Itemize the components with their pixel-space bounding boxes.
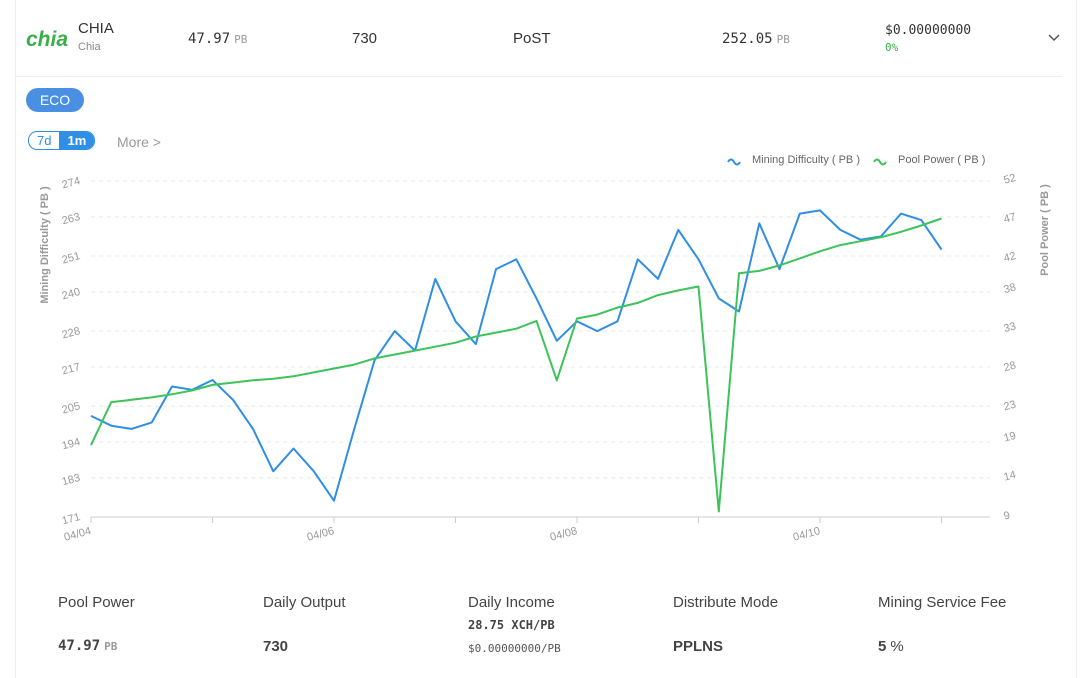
price: $0.00000000 [885, 23, 972, 38]
more-link[interactable]: More > [117, 134, 161, 150]
value: PPLNS [673, 638, 724, 655]
value: 47.97 [58, 638, 101, 654]
change: 0% [885, 41, 899, 54]
y-axis-title: Mining Difficulty ( PB ) [39, 186, 51, 304]
expand-icon[interactable] [1048, 33, 1060, 43]
coin-subname: Chia [78, 41, 101, 53]
stat-value: 5% [878, 638, 904, 655]
chart: Mining Difficulty ( PB ) Pool Power ( PB… [39, 154, 1051, 544]
output: 730 [352, 30, 378, 47]
eco-badge[interactable]: ECO [26, 88, 84, 112]
y2-tick-label: 23 [1002, 399, 1017, 414]
range-tabs: 7d 1m [28, 131, 96, 150]
stat-value: 47.97 PB [58, 638, 117, 654]
stat-sub: $0.00000000/PB [468, 642, 561, 655]
y2-tick-label: 33 [1002, 320, 1017, 335]
logo: chia [26, 28, 69, 51]
x-tick-label: 04/04 [63, 525, 93, 544]
y-tick-label: 183 [61, 472, 82, 488]
y2-tick-label: 14 [1002, 469, 1017, 484]
y-tick-label: 205 [61, 400, 82, 416]
y-tick-label: 228 [61, 325, 82, 341]
difficulty: 252.05 PB [722, 31, 790, 47]
x-tick-label: 04/10 [792, 525, 822, 544]
legend-icon [727, 158, 741, 166]
y2-tick-label: 19 [1002, 430, 1017, 445]
y2-tick-label: 28 [1002, 359, 1017, 374]
y-tick-label: 194 [61, 436, 82, 452]
unit: PB [104, 640, 118, 653]
series-line [90, 209, 943, 502]
x-tick-label: 04/06 [306, 525, 336, 544]
y-tick-label: 171 [61, 511, 82, 527]
pool-power: 47.97 PB [188, 31, 247, 47]
y2-tick-label: 52 [1002, 172, 1017, 187]
algorithm: PoST [513, 30, 551, 47]
stat-label: Pool Power [58, 594, 135, 611]
y2-tick-label: 47 [1002, 211, 1017, 226]
y-tick-label: 251 [61, 250, 82, 266]
stat-label: Daily Output [263, 594, 346, 611]
y-tick-label: 274 [61, 175, 82, 191]
unit: PB [776, 33, 790, 46]
y2-axis-title: Pool Power ( PB ) [1039, 184, 1051, 276]
legend-label: Pool Power ( PB ) [898, 154, 985, 166]
value: 252.05 [722, 31, 773, 47]
y-tick-label: 263 [61, 211, 82, 227]
y-tick-label: 240 [61, 286, 82, 302]
x-tick-label: 04/08 [549, 525, 579, 544]
divider [15, 76, 1062, 77]
stat-label: Daily Income [468, 594, 555, 611]
value: 5 [878, 638, 887, 655]
stat-value: 730 [263, 638, 288, 655]
unit: PB [234, 33, 248, 46]
stat-label: Distribute Mode [673, 594, 779, 611]
y2-tick-label: 38 [1002, 281, 1017, 296]
tab[interactable]: 7d [37, 133, 52, 148]
tab-active[interactable]: 1m [59, 132, 95, 149]
legend-label: Mining Difficulty ( PB ) [752, 154, 860, 166]
stat-label: Mining Service Fee [878, 594, 1007, 611]
y2-tick-label: 42 [1002, 250, 1017, 265]
legend-icon [873, 158, 887, 166]
y-tick-label: 217 [61, 361, 82, 377]
value: 730 [263, 638, 289, 655]
coin-name: CHIA [78, 20, 114, 37]
stat-value: PPLNS [673, 638, 723, 655]
frame [15, 0, 1077, 678]
unit: % [890, 638, 904, 655]
value: 47.97 [188, 31, 231, 47]
y2-tick-label: 9 [1002, 510, 1011, 523]
series-line [90, 217, 942, 513]
stat-value: 28.75 XCH/PB [468, 618, 555, 632]
